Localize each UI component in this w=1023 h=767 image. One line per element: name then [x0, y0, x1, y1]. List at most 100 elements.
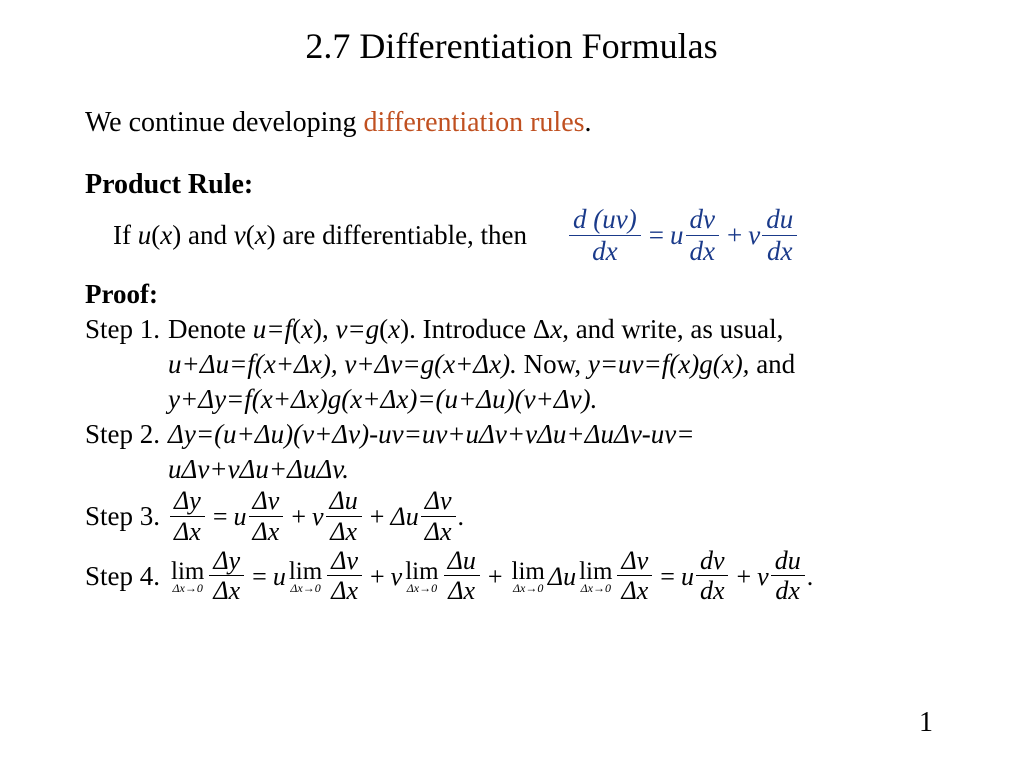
step-1: Step 1. Denote u=f(x), v=g(x). Introduce… — [85, 312, 938, 417]
dot: . — [458, 500, 465, 534]
frac: ΔuΔx — [326, 487, 362, 546]
v: v — [391, 560, 403, 594]
product-rule-condition: If u(x) and v(x) are differentiable, the… — [85, 220, 527, 251]
u2: u — [681, 560, 694, 594]
t: and — [749, 349, 795, 379]
n: Δu — [326, 487, 362, 517]
frac: ΔvΔx — [249, 487, 284, 546]
formula-u: u — [670, 220, 684, 251]
slide-title: 2.7 Differentiation Formulas — [85, 25, 938, 67]
plus: + — [488, 560, 503, 594]
t: ). Introduce Δ — [400, 314, 550, 344]
formula-v: v — [748, 220, 760, 251]
step2-label: Step 2. — [85, 417, 160, 452]
u: u — [273, 560, 286, 594]
t: x — [550, 314, 562, 344]
n: Δv — [249, 487, 284, 517]
step2-body: Δy=(u+Δu)(v+Δv)-uv=uv+uΔv+vΔu+ΔuΔv-uv= u… — [168, 417, 938, 487]
step1-label: Step 1. — [85, 312, 160, 347]
frac: ΔvΔx — [327, 547, 362, 606]
plus: + — [736, 560, 751, 594]
step4-formula: limΔx→0 ΔyΔx = u limΔx→0 ΔvΔx + v limΔx→… — [168, 547, 813, 606]
step2-line1: Δy=(u+Δu)(v+Δv)-uv=uv+uΔv+vΔu+ΔuΔv-uv= — [168, 417, 938, 452]
lim-sub: Δx→0 — [290, 582, 320, 594]
page-number: 1 — [919, 707, 933, 739]
t: ( — [292, 314, 301, 344]
n: du — [771, 547, 805, 577]
frac-num: d (uv) — [569, 205, 641, 236]
product-rule-formula: d (uv) dx = u dv dx + v du dx — [567, 205, 799, 267]
step-2: Step 2. Δy=(u+Δu)(v+Δv)-uv=uv+uΔv+vΔu+Δu… — [85, 417, 938, 487]
frac: dvdx — [696, 547, 729, 606]
d: dx — [696, 576, 729, 606]
step-3: Step 3. ΔyΔx = u ΔvΔx + v ΔuΔx + Δu ΔvΔx… — [85, 487, 938, 546]
step1-line1: Denote u=f(x), v=g(x). Introduce Δx, and… — [168, 312, 938, 347]
plus: + — [370, 500, 385, 534]
frac-du-dx: du dx — [762, 205, 797, 267]
rule-x1: x — [160, 220, 172, 250]
t: x — [301, 314, 313, 344]
product-rule-heading: Product Rule: — [85, 169, 938, 201]
n: Δy — [170, 487, 205, 517]
lim: limΔx→0 — [171, 559, 204, 594]
intro-prefix: We continue developing — [85, 107, 363, 138]
step1-line2: u+Δu=f(x+Δx), v+Δv=g(x+Δx). Now, y=uv=f(… — [168, 347, 938, 382]
product-rule-row: If u(x) and v(x) are differentiable, the… — [85, 205, 938, 267]
step1-line3: y+Δy=f(x+Δx)g(x+Δx)=(u+Δu)(v+Δv). — [168, 382, 938, 417]
lim-sub: Δx→0 — [581, 582, 611, 594]
n: Δy — [209, 547, 244, 577]
plus: + — [291, 500, 306, 534]
equals: = — [649, 220, 664, 251]
t: ), — [313, 314, 336, 344]
eq: = — [252, 560, 267, 594]
frac-duv-dx: d (uv) dx — [569, 205, 641, 267]
frac: dudx — [771, 547, 805, 606]
step4-label: Step 4. — [85, 559, 160, 594]
t: u=f — [253, 314, 292, 344]
plus: + — [727, 220, 742, 251]
u: u — [234, 500, 247, 534]
rule-then: ) are differentiable, then — [267, 220, 527, 250]
d: Δx — [327, 576, 362, 606]
rule-p1: ( — [151, 220, 160, 250]
frac-den: dx — [588, 236, 621, 267]
intro-suffix: . — [585, 107, 592, 138]
n: dv — [696, 547, 729, 577]
lim-sub: Δx→0 — [173, 582, 203, 594]
eq: = — [660, 560, 675, 594]
n: Δu — [444, 547, 480, 577]
lim-sub: Δx→0 — [513, 582, 543, 594]
step-4: Step 4. limΔx→0 ΔyΔx = u limΔx→0 ΔvΔx + … — [85, 547, 938, 606]
t: x — [388, 314, 400, 344]
t: v=g — [335, 314, 379, 344]
rule-v: v — [234, 220, 246, 250]
dot: . — [807, 560, 814, 594]
t: y=uv=f(x)g(x), — [588, 349, 750, 379]
d: Δx — [170, 517, 205, 547]
step1-body: Denote u=f(x), v=g(x). Introduce Δx, and… — [168, 312, 938, 417]
v: v — [312, 500, 324, 534]
step2-line2: uΔv+vΔu+ΔuΔv. — [168, 452, 938, 487]
d: Δx — [209, 576, 244, 606]
d: Δx — [444, 576, 479, 606]
frac-den: dx — [763, 236, 796, 267]
d: Δx — [617, 576, 652, 606]
rule-and: ) and — [172, 220, 233, 250]
intro-highlight: differentiation rules — [363, 107, 584, 138]
step3-label: Step 3. — [85, 499, 160, 534]
lim: limΔx→0 — [289, 559, 322, 594]
rule-p3: ( — [246, 220, 255, 250]
frac: ΔvΔx — [617, 547, 652, 606]
d: Δx — [249, 517, 284, 547]
proof-heading: Proof: — [85, 279, 938, 310]
t: Now, — [524, 349, 588, 379]
rule-x2: x — [255, 220, 267, 250]
step3-formula: ΔyΔx = u ΔvΔx + v ΔuΔx + Δu ΔvΔx . — [168, 487, 464, 546]
du: Δu — [548, 560, 576, 594]
frac-dv-dx: dv dx — [686, 205, 719, 267]
frac-num: dv — [686, 205, 719, 236]
frac: ΔyΔx — [209, 547, 244, 606]
n: Δv — [421, 487, 456, 517]
t: , and write, as usual, — [562, 314, 783, 344]
n: Δv — [327, 547, 362, 577]
